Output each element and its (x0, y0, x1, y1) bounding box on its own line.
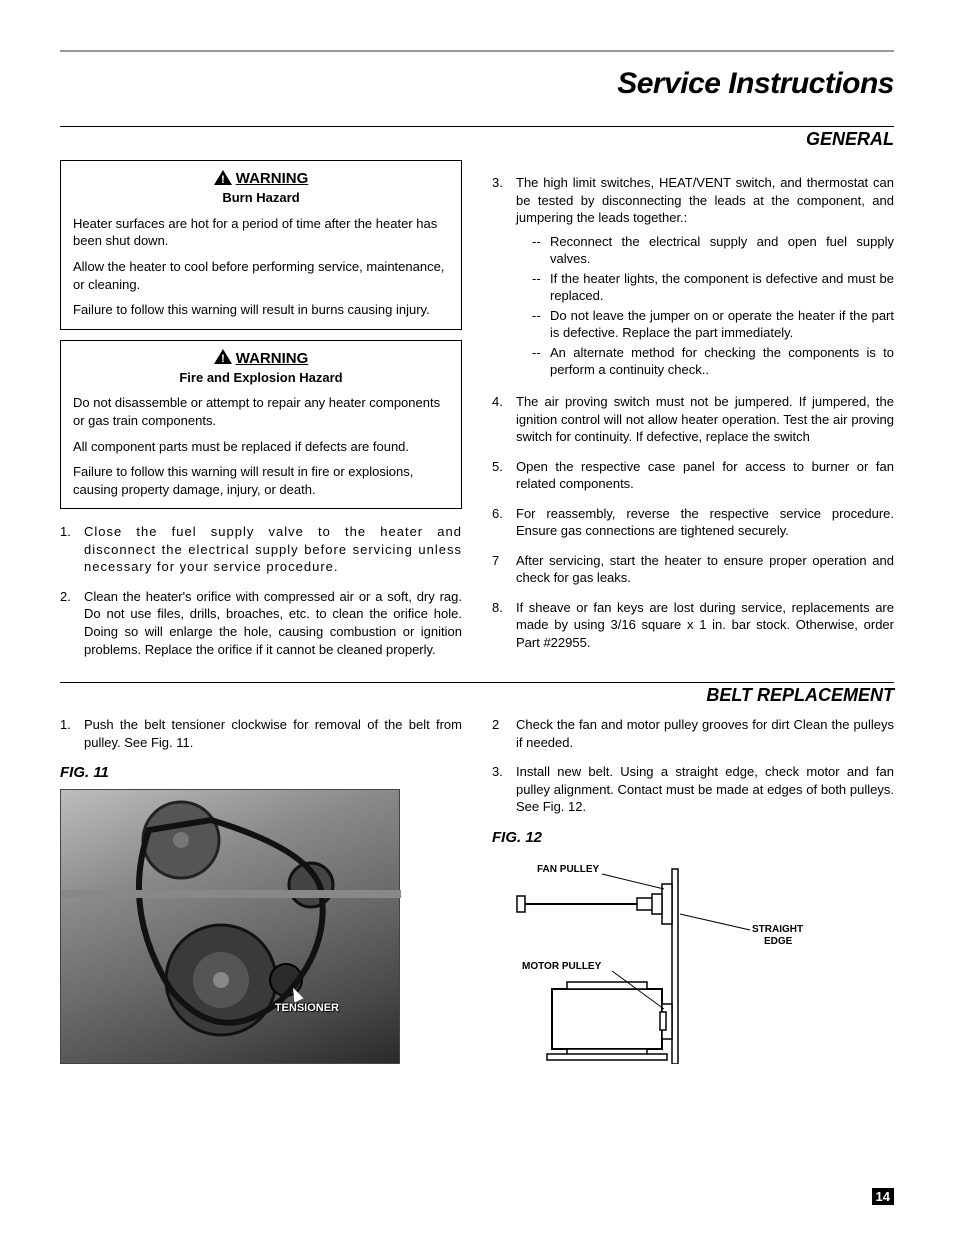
sub-item: If the heater lights, the component is d… (532, 270, 894, 305)
fan-pulley-label: FAN PULLEY (537, 864, 600, 875)
sub-item: Reconnect the electrical supply and open… (532, 233, 894, 268)
warning-subtitle: Fire and Explosion Hazard (179, 370, 342, 385)
warning-heading: ! WARNING Fire and Explosion Hazard (73, 349, 449, 387)
list-item: 2 Check the fan and motor pulley grooves… (492, 716, 894, 751)
list-item: 1. Close the fuel supply valve to the he… (60, 523, 462, 576)
general-right-column: 3. The high limit switches, HEAT/VENT sw… (492, 160, 894, 670)
sub-list: Reconnect the electrical supply and open… (516, 233, 894, 379)
figure-label-12: Fig. 12 (492, 828, 894, 848)
warning-text: Failure to follow this warning will resu… (73, 463, 449, 498)
page-number: 14 (872, 1188, 894, 1205)
warning-icon: ! (214, 170, 232, 190)
motor-pulley-label: MOTOR PULLEY (522, 961, 602, 972)
sub-item: Do not leave the jumper on or operate th… (532, 307, 894, 342)
general-left-steps: 1. Close the fuel supply valve to the he… (60, 523, 462, 658)
step-text-body: The high limit switches, HEAT/VENT switc… (516, 175, 894, 225)
warning-text: Allow the heater to cool before performi… (73, 258, 449, 293)
sub-text: An alternate method for checking the com… (550, 344, 894, 379)
list-item: 2. Clean the heater's orifice with compr… (60, 588, 462, 658)
warning-icon: ! (214, 349, 232, 369)
figure-12-diagram: FAN PULLEY MOTOR PULLEY STRAIGHT EDGE (492, 854, 832, 1064)
warning-subtitle: Burn Hazard (222, 190, 299, 205)
step-text: After servicing, start the heater to ens… (516, 552, 894, 587)
warning-heading: ! WARNING Burn Hazard (73, 169, 449, 207)
list-item: 7 After servicing, start the heater to e… (492, 552, 894, 587)
straight-edge-label: STRAIGHT (752, 924, 803, 935)
step-text: Close the fuel supply valve to the heate… (84, 523, 462, 576)
warning-title: WARNING (236, 350, 309, 367)
step-number: 3. (492, 763, 516, 816)
sub-text: Do not leave the jumper on or operate th… (550, 307, 894, 342)
list-item: 6. For reassembly, reverse the respectiv… (492, 505, 894, 540)
step-number: 3. (492, 174, 516, 381)
warning-text: All component parts must be replaced if … (73, 438, 449, 456)
svg-text:EDGE: EDGE (764, 936, 793, 947)
step-text: Clean the heater's orifice with compress… (84, 588, 462, 658)
warning-box-fire: ! WARNING Fire and Explosion Hazard Do n… (60, 340, 462, 510)
step-number: 1. (60, 716, 84, 751)
step-text: The high limit switches, HEAT/VENT switc… (516, 174, 894, 381)
belt-left-steps: 1. Push the belt tensioner clockwise for… (60, 716, 462, 751)
step-number: 2 (492, 716, 516, 751)
step-text: Open the respective case panel for acces… (516, 458, 894, 493)
figure-11-illustration (61, 790, 401, 1065)
section-heading-belt: Belt Replacement (60, 682, 894, 706)
list-item: 3. The high limit switches, HEAT/VENT sw… (492, 174, 894, 381)
warning-text: Do not disassemble or attempt to repair … (73, 394, 449, 429)
list-item: 4. The air proving switch must not be ju… (492, 393, 894, 446)
belt-right-column: 2 Check the fan and motor pulley grooves… (492, 716, 894, 1064)
belt-columns: 1. Push the belt tensioner clockwise for… (60, 716, 894, 1064)
step-number: 1. (60, 523, 84, 576)
warning-text: Heater surfaces are hot for a period of … (73, 215, 449, 250)
warning-box-burn: ! WARNING Burn Hazard Heater surfaces ar… (60, 160, 462, 330)
page-title: Service Instructions (60, 67, 894, 101)
list-item: 8. If sheave or fan keys are lost during… (492, 599, 894, 652)
figure-label-11: Fig. 11 (60, 763, 462, 783)
general-columns: ! WARNING Burn Hazard Heater surfaces ar… (60, 160, 894, 670)
sub-item: An alternate method for checking the com… (532, 344, 894, 379)
step-number: 5. (492, 458, 516, 493)
step-number: 7 (492, 552, 516, 587)
tensioner-callout: TENSIONER (275, 1001, 339, 1016)
step-text: The air proving switch must not be jumpe… (516, 393, 894, 446)
step-number: 6. (492, 505, 516, 540)
section-heading-general: General (60, 126, 894, 150)
step-text: Install new belt. Using a straight edge,… (516, 763, 894, 816)
figure-11-image: TENSIONER (60, 789, 400, 1064)
general-right-steps: 3. The high limit switches, HEAT/VENT sw… (492, 174, 894, 652)
step-text: Check the fan and motor pulley grooves f… (516, 716, 894, 751)
list-item: 5. Open the respective case panel for ac… (492, 458, 894, 493)
belt-right-steps: 2 Check the fan and motor pulley grooves… (492, 716, 894, 816)
step-text: For reassembly, reverse the respective s… (516, 505, 894, 540)
step-number: 4. (492, 393, 516, 446)
step-text: Push the belt tensioner clockwise for re… (84, 716, 462, 751)
warning-text: Failure to follow this warning will resu… (73, 301, 449, 319)
svg-text:!: ! (221, 174, 225, 185)
warning-title: WARNING (236, 170, 309, 187)
list-item: 3. Install new belt. Using a straight ed… (492, 763, 894, 816)
sub-text: Reconnect the electrical supply and open… (550, 233, 894, 268)
general-left-column: ! WARNING Burn Hazard Heater surfaces ar… (60, 160, 462, 670)
step-number: 8. (492, 599, 516, 652)
sub-text: If the heater lights, the component is d… (550, 270, 894, 305)
list-item: 1. Push the belt tensioner clockwise for… (60, 716, 462, 751)
step-number: 2. (60, 588, 84, 658)
belt-left-column: 1. Push the belt tensioner clockwise for… (60, 716, 462, 1064)
svg-text:!: ! (221, 353, 225, 364)
top-horizontal-rule (60, 50, 894, 52)
step-text: If sheave or fan keys are lost during se… (516, 599, 894, 652)
